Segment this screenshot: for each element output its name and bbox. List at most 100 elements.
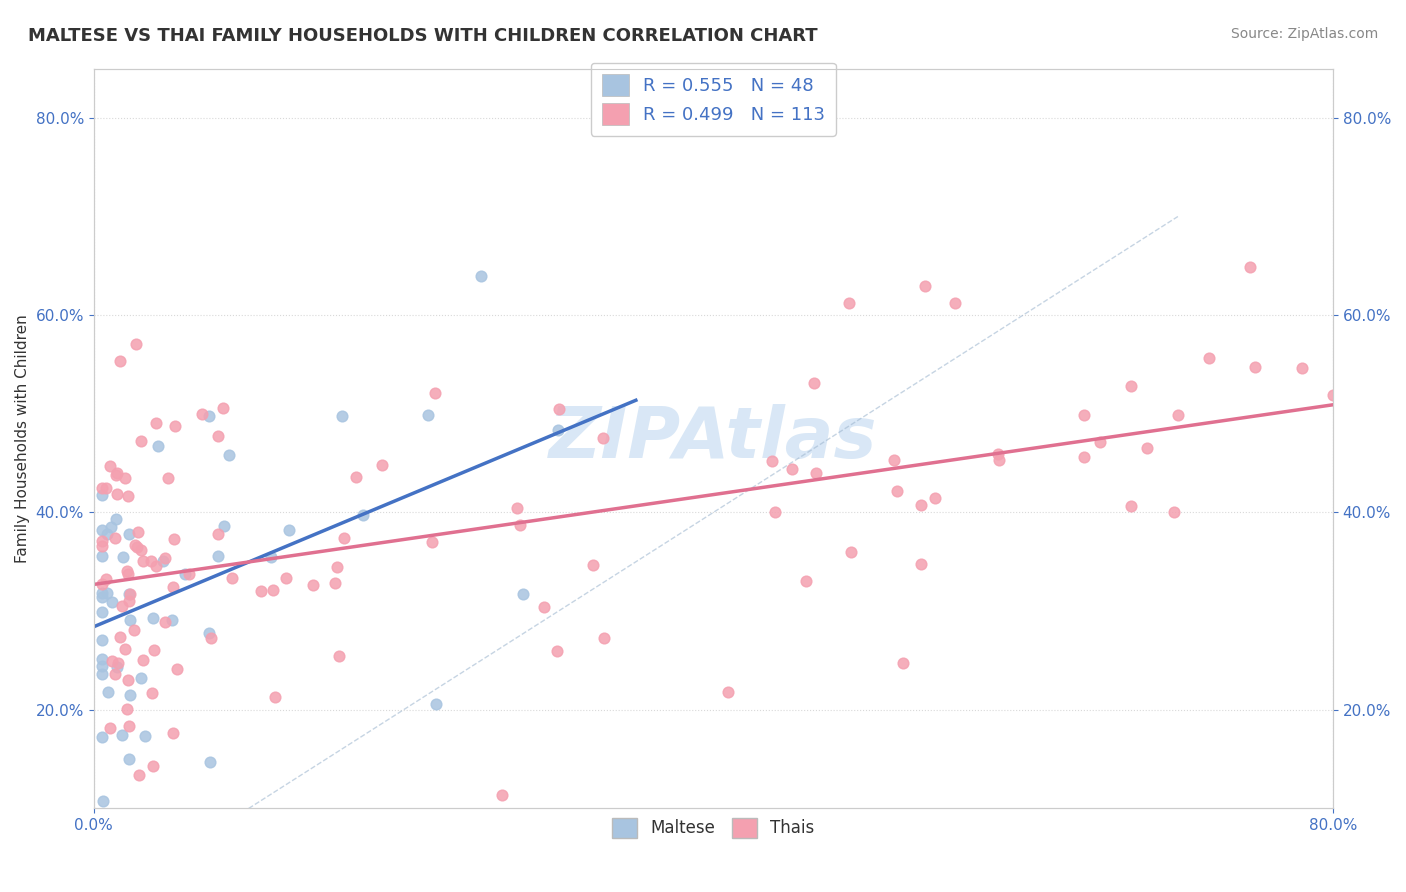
Point: [101, 595, 124, 609]
Point: [146, 439, 169, 453]
Point: [761, 454, 783, 468]
Point: [221, 571, 243, 585]
Legend: Maltese, Thais: Maltese, Thais: [606, 811, 821, 845]
Point: [262, 582, 284, 597]
Point: [1239, 260, 1261, 275]
Text: ZIPAtlas: ZIPAtlas: [548, 404, 877, 473]
Point: [139, 553, 162, 567]
Y-axis label: Family Households with Children: Family Households with Children: [15, 314, 30, 563]
Point: [90, 549, 112, 563]
Point: [328, 648, 350, 663]
Point: [90, 534, 112, 549]
Point: [153, 551, 176, 566]
Point: [330, 409, 353, 424]
Point: [218, 448, 240, 462]
Point: [177, 566, 200, 581]
Point: [117, 489, 139, 503]
Point: [509, 518, 531, 533]
Point: [90, 666, 112, 681]
Point: [416, 408, 439, 422]
Point: [803, 376, 825, 390]
Point: [274, 570, 297, 584]
Point: [162, 580, 184, 594]
Point: [582, 558, 605, 572]
Point: [145, 416, 167, 430]
Point: [796, 574, 818, 589]
Point: [883, 452, 905, 467]
Point: [141, 685, 163, 699]
Point: [145, 558, 167, 573]
Point: [1167, 408, 1189, 422]
Point: [143, 642, 166, 657]
Point: [114, 642, 136, 657]
Point: [124, 538, 146, 552]
Point: [332, 531, 354, 545]
Point: [118, 587, 141, 601]
Point: [156, 471, 179, 485]
Point: [107, 656, 129, 670]
Point: [128, 767, 150, 781]
Point: [1244, 360, 1267, 375]
Point: [207, 549, 229, 563]
Point: [132, 553, 155, 567]
Point: [117, 673, 139, 688]
Point: [91, 794, 114, 808]
Point: [90, 523, 112, 537]
Point: [90, 488, 112, 502]
Point: [1073, 409, 1095, 423]
Point: [302, 578, 325, 592]
Point: [1121, 499, 1143, 513]
Point: [260, 550, 283, 565]
Point: [1322, 388, 1344, 402]
Point: [491, 789, 513, 803]
Point: [546, 644, 568, 658]
Point: [90, 481, 112, 495]
Point: [104, 512, 127, 526]
Point: [96, 526, 118, 541]
Point: [326, 560, 349, 574]
Point: [264, 690, 287, 704]
Point: [839, 545, 862, 559]
Point: [114, 471, 136, 485]
Point: [1198, 351, 1220, 365]
Point: [886, 483, 908, 498]
Point: [90, 605, 112, 619]
Point: [173, 567, 195, 582]
Point: [96, 586, 118, 600]
Point: [111, 549, 134, 564]
Point: [90, 539, 112, 553]
Point: [134, 729, 156, 743]
Point: [117, 526, 139, 541]
Point: [129, 434, 152, 449]
Point: [90, 659, 112, 673]
Point: [117, 567, 139, 582]
Point: [90, 586, 112, 600]
Point: [891, 656, 914, 670]
Point: [155, 615, 177, 630]
Point: [118, 613, 141, 627]
Point: [111, 728, 134, 742]
Point: [160, 613, 183, 627]
Point: [278, 523, 301, 537]
Point: [166, 663, 188, 677]
Point: [108, 630, 131, 644]
Point: [152, 554, 174, 568]
Point: [127, 525, 149, 540]
Text: Source: ZipAtlas.com: Source: ZipAtlas.com: [1230, 27, 1378, 41]
Point: [780, 461, 803, 475]
Point: [1119, 379, 1142, 393]
Point: [90, 652, 112, 666]
Point: [214, 519, 236, 533]
Point: [131, 671, 153, 685]
Point: [125, 540, 148, 554]
Point: [988, 453, 1011, 467]
Point: [512, 587, 534, 601]
Point: [142, 611, 165, 625]
Point: [924, 491, 946, 506]
Point: [108, 354, 131, 368]
Point: [198, 626, 221, 640]
Point: [945, 295, 967, 310]
Point: [98, 459, 121, 474]
Point: [1291, 360, 1313, 375]
Point: [98, 721, 121, 735]
